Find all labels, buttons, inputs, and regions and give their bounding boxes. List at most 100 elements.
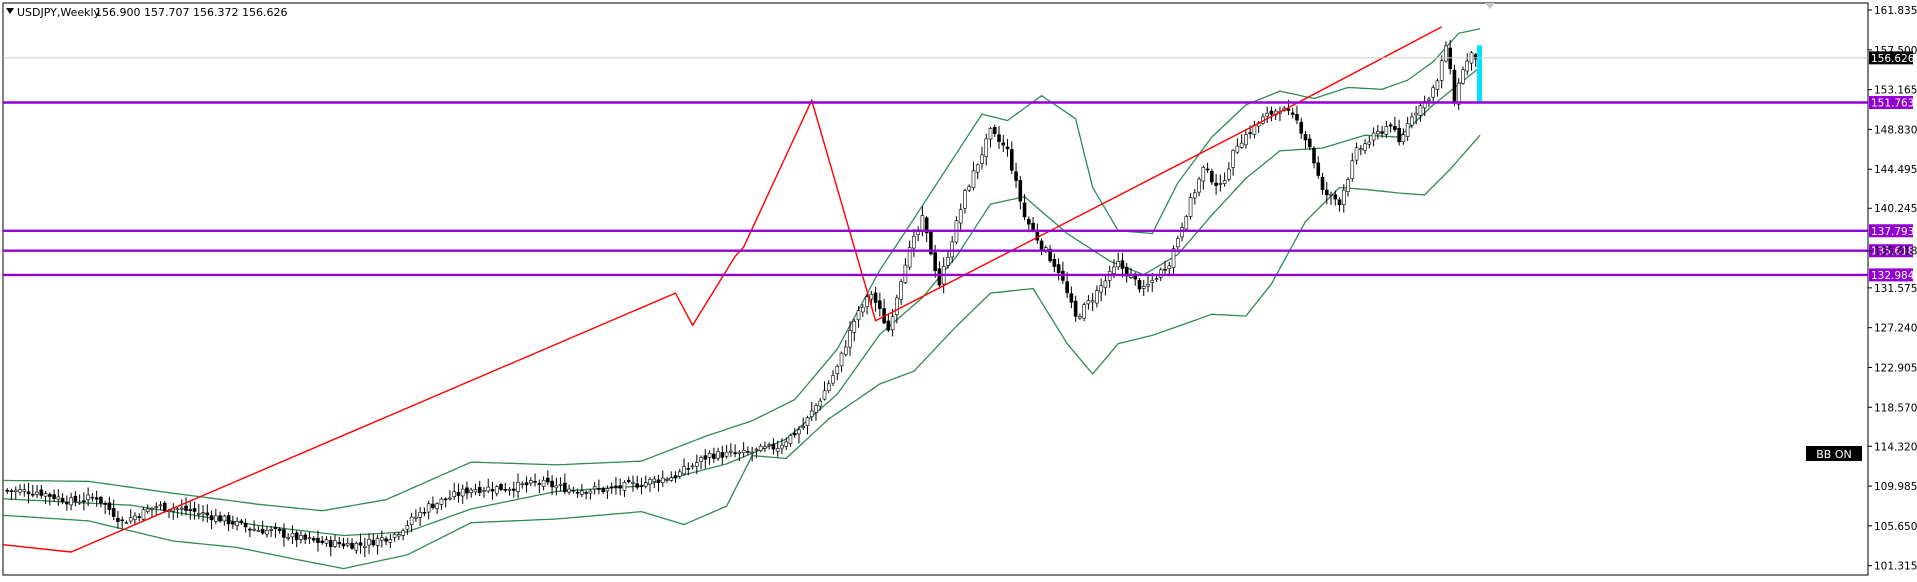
candle [1146,275,1150,292]
candle [1103,275,1108,296]
price-axis-tick-label: 140.245 [1874,203,1917,215]
candle [835,364,840,381]
candle [179,499,184,516]
candle [1290,107,1295,119]
candle [1307,134,1312,151]
candle-body [1329,193,1333,196]
bb-on-label: BB ON [1816,448,1851,461]
candle-body [1065,281,1069,294]
candle [741,442,746,458]
candle-body [818,400,823,407]
candle-body [682,466,686,475]
candle-body [801,426,806,428]
candle-body [320,540,325,543]
candle [1397,119,1401,146]
candle-body [141,509,146,520]
candle [1005,139,1010,157]
candle-body [1175,238,1180,248]
candle [409,512,414,533]
candle-body [1461,69,1465,84]
candle-body [307,537,312,540]
candle-body [826,383,831,391]
candle-body [1235,145,1240,153]
candle-body [341,543,346,547]
candle-body [984,138,989,157]
candle-body [1418,105,1423,116]
candle [82,492,86,511]
candle-body [277,528,282,531]
candle [622,480,627,497]
candle-body [712,453,716,459]
candle [1337,197,1342,212]
symbol-menu-chevron-down-icon[interactable] [6,8,14,14]
candle-body [103,502,107,505]
candle [1137,277,1142,293]
candle [1346,177,1350,197]
candle-body [592,486,597,490]
candle [614,477,618,495]
candle [363,537,367,558]
candle-body [482,490,486,492]
candle-body [780,444,784,449]
candle [1141,279,1146,296]
candle-body [975,164,980,173]
candle-body [907,247,912,268]
candle [997,126,1001,149]
candle [1205,162,1210,173]
candle-body [405,525,410,530]
candle-body [703,455,708,460]
candle [1380,125,1384,138]
candle [328,536,333,557]
candle [486,478,491,494]
candle [469,487,474,498]
horizontal-levels[interactable]: 151.763 137.793 135.618 132.984 [3,95,1915,282]
candle-body [375,538,380,546]
current-price-tag [1869,51,1913,65]
candle-body [1452,69,1457,104]
candle-body [1320,176,1325,190]
candle-body [1401,134,1406,143]
candle-body [1078,316,1082,319]
candle-body [563,482,567,493]
candle-body [137,516,142,518]
candle-body [1120,260,1125,269]
bb-on-badge-bg [1806,446,1862,461]
candle [839,351,844,373]
candle [1265,106,1269,124]
candle [1197,176,1201,197]
candle-body [1231,150,1235,168]
candle [277,526,282,534]
candle [797,426,801,444]
candle-body [290,532,295,538]
candle [775,440,780,457]
candle [699,455,703,470]
candle-body [716,451,720,459]
candle [77,494,82,505]
candle [1116,252,1120,271]
candle [235,517,239,531]
candle [1184,214,1189,231]
candle [69,492,73,511]
candle-body [980,154,984,164]
candle [899,279,903,305]
candle-body [865,296,869,308]
candle-body [358,542,363,546]
candle-body [1265,112,1269,117]
candle-body [686,468,691,470]
candle-body [9,490,14,492]
candle-body [937,268,942,286]
candle [192,501,197,520]
candle [695,454,699,474]
candle-body [5,489,10,492]
candle-body [669,477,674,481]
candle-body [1269,110,1274,115]
candle-body [1397,127,1401,143]
candle-body [439,498,444,505]
chart-shift-marker-icon[interactable] [1485,3,1495,9]
candle-body [90,496,95,499]
bb-on-badge[interactable]: BB ON [1806,446,1862,461]
candle-body [1141,286,1146,289]
